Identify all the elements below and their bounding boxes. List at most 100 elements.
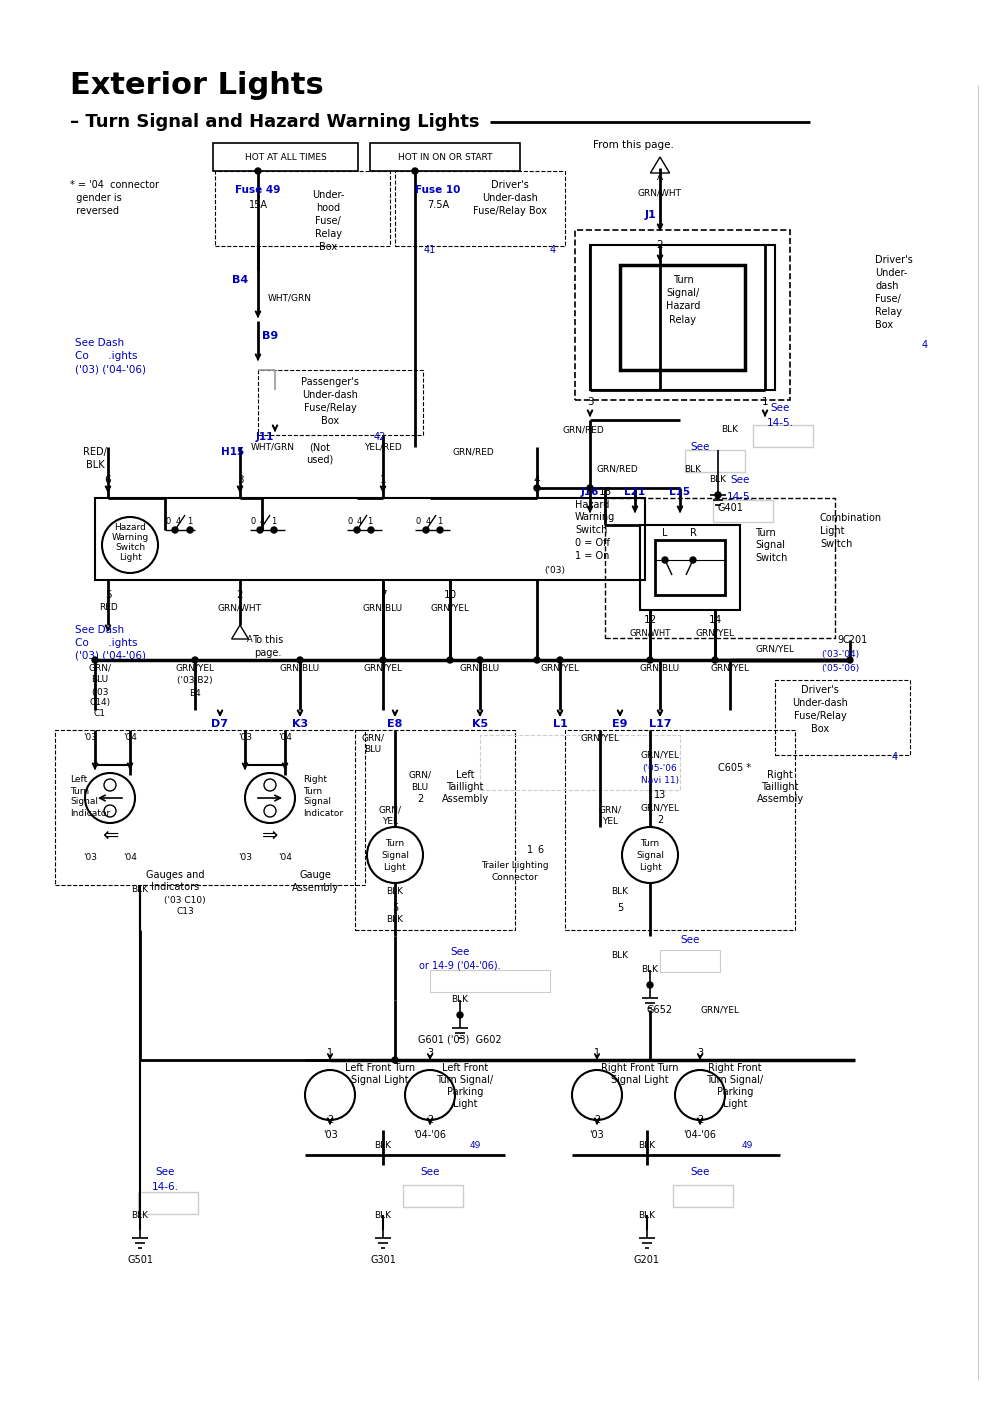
Text: Connector: Connector [492, 874, 538, 882]
Text: – Turn Signal and Hazard Warning Lights: – Turn Signal and Hazard Warning Lights [70, 113, 480, 132]
Text: 2: 2 [697, 1116, 703, 1126]
Text: '04: '04 [278, 854, 292, 863]
Text: Fuse/Relay: Fuse/Relay [304, 403, 356, 413]
Text: Indicator: Indicator [70, 809, 110, 817]
Text: Under-dash: Under-dash [792, 699, 848, 708]
Text: 4: 4 [356, 516, 362, 526]
Text: ('03-'04): ('03-'04) [821, 650, 859, 659]
Text: 4: 4 [175, 516, 181, 526]
Text: Light: Light [453, 1099, 477, 1109]
Text: 6: 6 [105, 475, 111, 485]
Text: 12: 12 [643, 615, 657, 625]
Text: '03: '03 [238, 734, 252, 742]
Text: 3: 3 [427, 1048, 433, 1058]
Text: (Not: (Not [310, 443, 330, 452]
Text: 1: 1 [762, 397, 768, 407]
Bar [395, 171, 565, 246]
Text: C13: C13 [176, 908, 194, 916]
Text: C201: C201 [842, 635, 868, 645]
Text: BLK: BLK [374, 1141, 392, 1150]
Text: 5: 5 [617, 904, 623, 913]
Text: GRN/WHT: GRN/WHT [218, 604, 262, 612]
Text: Signal: Signal [636, 850, 664, 860]
Text: 4: 4 [259, 516, 265, 526]
Text: Gauge: Gauge [299, 870, 331, 880]
Text: G501: G501 [127, 1256, 153, 1266]
Text: 5: 5 [105, 590, 111, 600]
Text: Indicator: Indicator [303, 809, 343, 817]
Text: Combination: Combination [820, 513, 882, 523]
Text: '04-'06: '04-'06 [684, 1130, 716, 1140]
Text: BLK: BLK [642, 966, 658, 974]
Text: Under-dash: Under-dash [482, 192, 538, 204]
Text: '03: '03 [238, 854, 252, 863]
Text: reversed: reversed [70, 206, 119, 216]
Circle shape [477, 658, 483, 663]
Text: See: See [730, 475, 750, 485]
Text: Left Front: Left Front [442, 1063, 488, 1073]
Circle shape [847, 658, 853, 663]
Text: 1 = On: 1 = On [575, 551, 609, 561]
Text: GRN/: GRN/ [598, 806, 622, 814]
Text: '04: '04 [278, 734, 292, 742]
Text: C1: C1 [94, 710, 106, 718]
Text: Warning: Warning [575, 512, 615, 522]
Text: ('05-'06): ('05-'06) [821, 663, 859, 673]
Text: BLU: BLU [364, 745, 382, 755]
Text: See: See [420, 1167, 440, 1176]
Text: Right Front: Right Front [708, 1063, 762, 1073]
Text: See Dash: See Dash [75, 625, 124, 635]
Text: GRN/YEL: GRN/YEL [176, 663, 214, 673]
Text: Signal: Signal [381, 850, 409, 860]
Circle shape [297, 658, 303, 663]
Text: L15: L15 [669, 486, 691, 496]
Circle shape [354, 527, 360, 533]
Text: ('03 C10): ('03 C10) [164, 895, 206, 905]
Text: or 14-9 ('04-'06).: or 14-9 ('04-'06). [419, 960, 501, 970]
Text: Hazard: Hazard [114, 523, 146, 532]
Text: GRN/BLU: GRN/BLU [280, 663, 320, 673]
Text: Turn: Turn [303, 786, 322, 796]
Text: Light: Light [820, 526, 844, 536]
Text: Fuse 49: Fuse 49 [235, 185, 281, 195]
Text: 1: 1 [187, 516, 193, 526]
Text: Switch: Switch [820, 539, 852, 549]
Text: 2: 2 [594, 1116, 600, 1126]
Text: L21: L21 [624, 486, 646, 496]
Text: BLK: BLK [710, 475, 726, 485]
Text: Taillight: Taillight [761, 782, 799, 792]
Text: 5: 5 [392, 904, 398, 913]
Bar [640, 525, 740, 609]
Text: GRN/YEL: GRN/YEL [580, 734, 620, 742]
Text: A: A [247, 635, 253, 645]
Text: 7: 7 [380, 590, 386, 600]
Circle shape [457, 1012, 463, 1018]
Bar [215, 171, 390, 246]
Text: 0: 0 [165, 516, 171, 526]
Text: GRN/YEL: GRN/YEL [540, 663, 580, 673]
Text: used): used) [306, 455, 334, 465]
Bar [620, 264, 745, 370]
Text: BLK: BLK [132, 885, 148, 895]
Text: ('03 B2): ('03 B2) [177, 676, 213, 686]
Text: Co      .ights: Co .ights [75, 638, 138, 648]
Text: 1: 1 [327, 1048, 333, 1058]
Text: 2: 2 [657, 240, 663, 250]
Text: GRN/: GRN/ [409, 771, 432, 779]
Text: G301: G301 [370, 1256, 396, 1266]
Bar [575, 230, 790, 400]
Circle shape [255, 168, 261, 174]
Text: 4: 4 [534, 475, 540, 485]
Circle shape [534, 485, 540, 491]
Text: 0: 0 [250, 516, 256, 526]
Text: Relay: Relay [875, 307, 902, 317]
Text: ⇒: ⇒ [262, 826, 278, 844]
Circle shape [187, 527, 193, 533]
Text: 1: 1 [380, 475, 386, 485]
Text: GRN/WHT: GRN/WHT [629, 628, 671, 638]
Text: Warning: Warning [111, 533, 149, 542]
Text: ('03) ('04-'06): ('03) ('04-'06) [75, 363, 146, 373]
Text: 14-5.: 14-5. [767, 419, 794, 428]
Text: C14): C14) [89, 699, 111, 707]
Text: 14: 14 [708, 615, 722, 625]
